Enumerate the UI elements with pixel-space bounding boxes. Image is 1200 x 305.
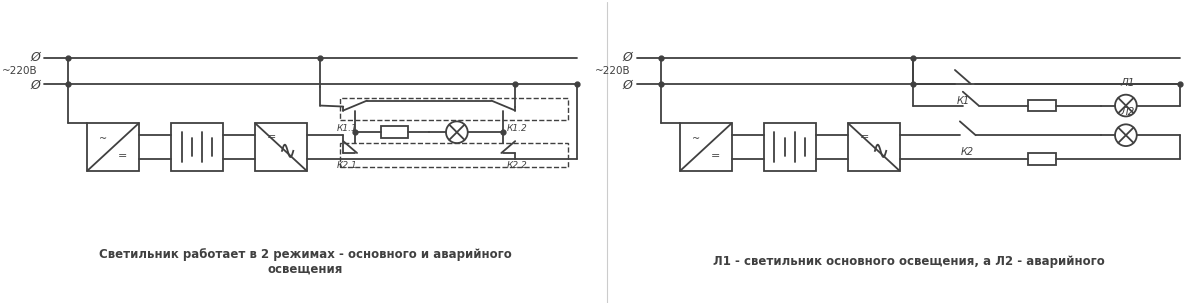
Text: Ø: Ø (30, 51, 40, 64)
Bar (380, 126, 408, 138)
Bar (341, 143, 568, 167)
Text: К1.1: К1.1 (337, 124, 358, 133)
Bar (848, 123, 900, 171)
Text: Светильник работает в 2 режимах - основного и аварийного
освещения: Светильник работает в 2 режимах - основн… (100, 248, 512, 276)
Text: Ø: Ø (623, 78, 632, 91)
Text: К1: К1 (956, 96, 970, 106)
Text: =: = (860, 133, 869, 142)
Text: =: = (268, 133, 276, 142)
Text: Л1: Л1 (1121, 78, 1135, 88)
Text: Ø: Ø (30, 78, 40, 91)
Bar (88, 123, 139, 171)
Bar (1028, 100, 1056, 112)
Text: К2.2: К2.2 (506, 161, 528, 170)
Bar (1028, 153, 1056, 165)
Bar (680, 123, 732, 171)
Text: Ø: Ø (623, 51, 632, 64)
Circle shape (1115, 124, 1136, 146)
Text: К2: К2 (961, 147, 974, 157)
Text: Л1 - светильник основного освещения, а Л2 - аварийного: Л1 - светильник основного освещения, а Л… (713, 255, 1104, 268)
Text: ~220В: ~220В (2, 66, 38, 76)
Bar (172, 123, 223, 171)
Bar (764, 123, 816, 171)
Text: =: = (710, 152, 720, 162)
Text: К1.2: К1.2 (506, 124, 528, 133)
Text: К2.1: К2.1 (337, 161, 358, 170)
Text: ~: ~ (691, 134, 700, 144)
Text: ~: ~ (98, 134, 107, 144)
Bar (256, 123, 307, 171)
Bar (341, 98, 568, 120)
Text: =: = (118, 152, 127, 162)
Circle shape (446, 121, 468, 143)
Circle shape (1115, 95, 1136, 117)
Text: ~220В: ~220В (595, 66, 631, 76)
Text: Л2: Л2 (1121, 107, 1135, 117)
